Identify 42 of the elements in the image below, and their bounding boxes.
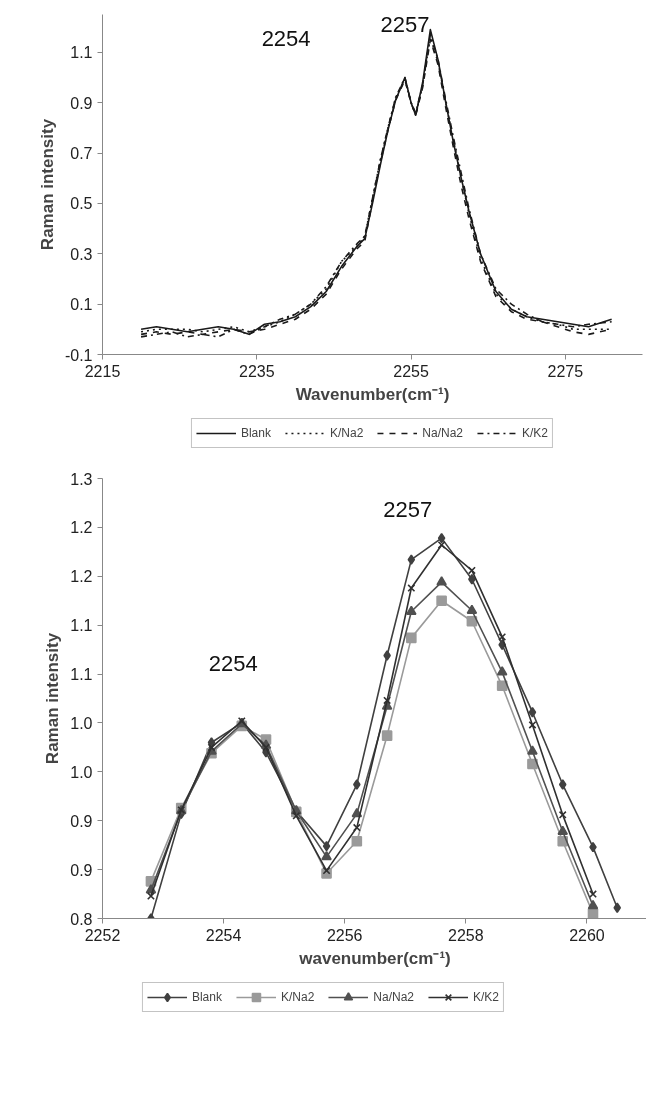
x-tick-label: 2256 (326, 926, 363, 944)
x-tick-label: 2254 (205, 926, 242, 944)
x-tick-label: 2252 (84, 926, 121, 944)
x-tick-label: 2258 (448, 926, 484, 944)
y-tick-label: 0.9 (70, 861, 93, 879)
y-tick-label: 1.1 (70, 666, 93, 684)
x-tick-label: 2260 (569, 926, 605, 944)
annotation: 2257 (383, 496, 433, 522)
x-axis-title: Wavenumber(cm⁻¹) (295, 384, 450, 404)
y-tick-label: 0.8 (70, 910, 93, 928)
legend-label: Na/Na2 (422, 426, 464, 440)
x-tick-label: 2275 (547, 362, 584, 380)
annotation: 2257 (380, 12, 430, 38)
y-tick-label: 0.3 (70, 245, 93, 263)
y-tick-label: 1.2 (70, 519, 93, 537)
x-tick-label: 2255 (393, 362, 429, 380)
legend-label: Blank (240, 426, 271, 440)
y-tick-label: 0.9 (70, 94, 93, 112)
x-tick-label: 2215 (84, 362, 121, 380)
annotation: 2254 (261, 25, 311, 51)
y-tick-label: 1.0 (70, 763, 93, 781)
y-tick-label: 0.7 (70, 145, 93, 163)
y-tick-label: 1.1 (70, 617, 93, 635)
x-tick-label: 2235 (238, 362, 275, 380)
y-tick-label: 1.2 (70, 568, 93, 586)
legend-label: K/Na2 (280, 990, 315, 1004)
y-tick-label: 1.3 (70, 470, 93, 488)
y-tick-label: -0.1 (64, 346, 93, 364)
y-tick-label: 0.5 (70, 195, 93, 213)
x-axis-title: wavenumber(cm⁻¹) (298, 948, 451, 968)
legend-label: Na/Na2 (373, 990, 415, 1004)
legend-label: K/Na2 (329, 426, 364, 440)
y-tick-label: 1.1 (70, 44, 93, 62)
annotation: 2254 (208, 650, 258, 676)
y-axis-title: Raman intensity (43, 632, 63, 765)
y-axis-title: Raman intensity (37, 118, 57, 251)
y-tick-label: 1.0 (70, 714, 93, 732)
legend-label: K/K2 (522, 426, 549, 440)
legend-label: Blank (191, 990, 222, 1004)
y-tick-label: 0.9 (70, 812, 93, 830)
legend-label: K/K2 (473, 990, 500, 1004)
y-tick-label: 0.1 (70, 296, 93, 314)
